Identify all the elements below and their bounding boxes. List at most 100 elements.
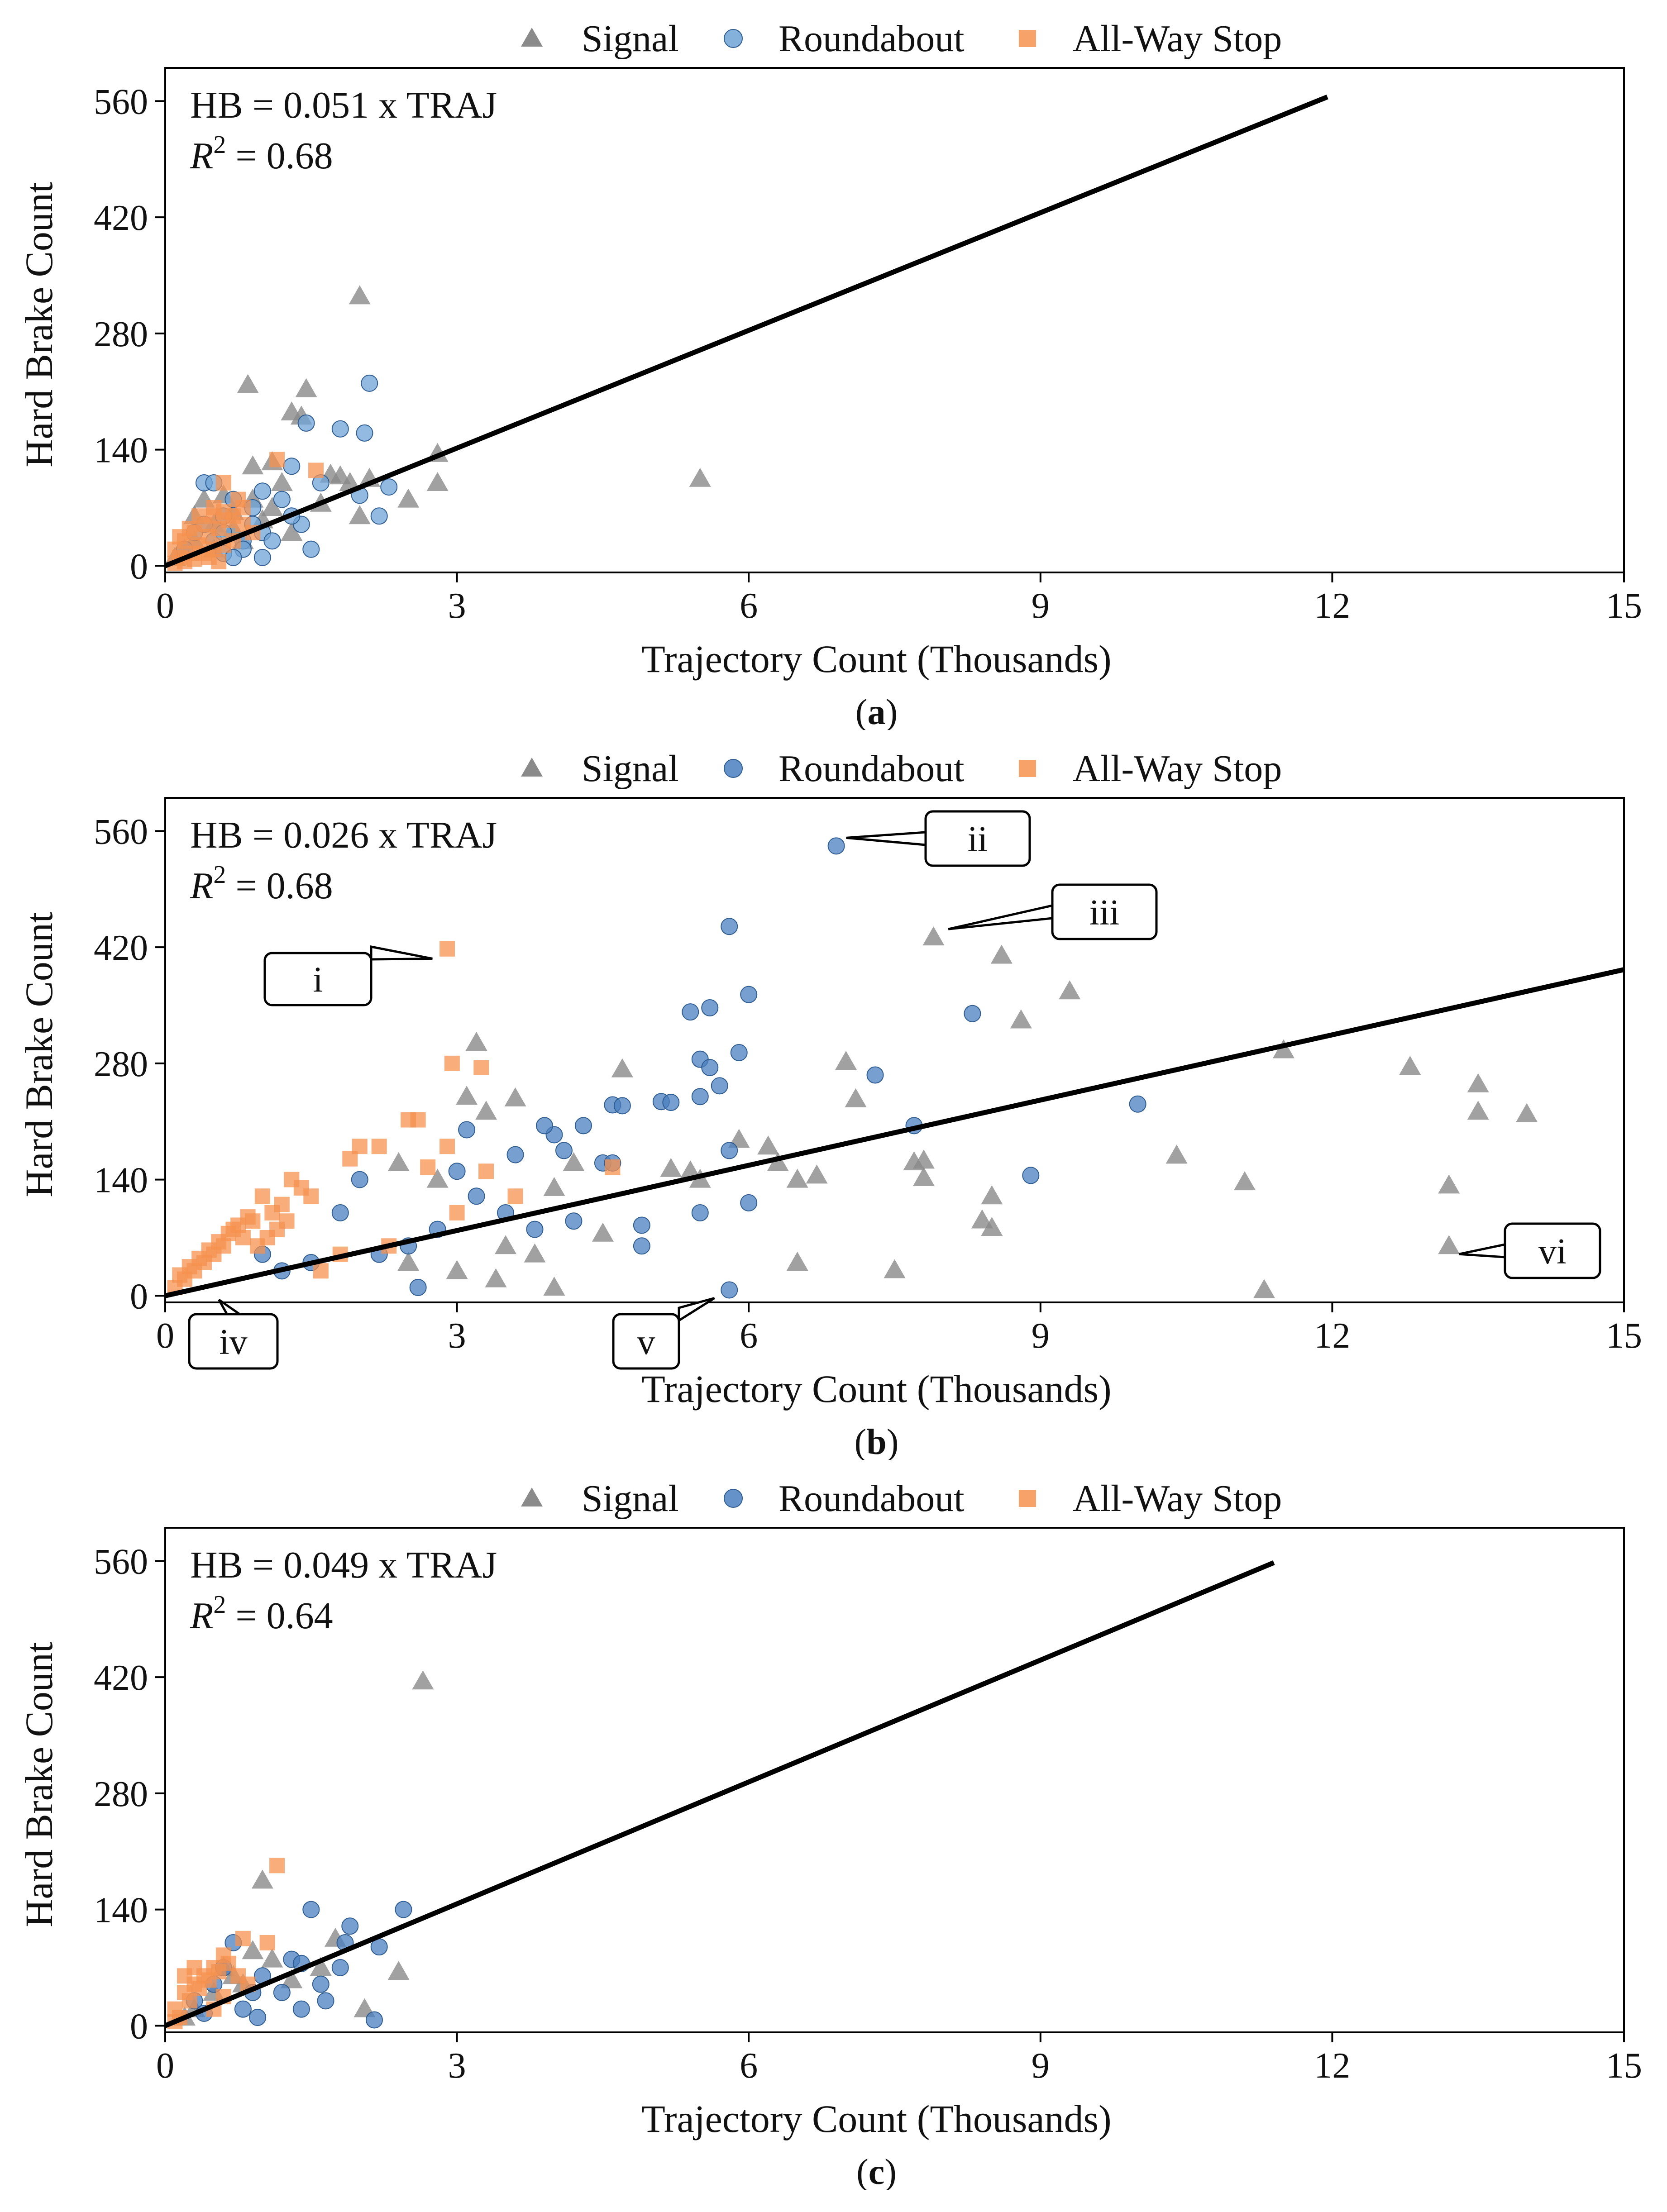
regression-line: [165, 967, 1624, 1298]
data-point-triangle: [786, 1251, 808, 1271]
data-point-circle: [365, 2011, 383, 2029]
legend-signal-label: Signal: [582, 1478, 679, 1520]
data-point-triangle: [237, 374, 259, 393]
data-point-triangle: [349, 505, 371, 524]
x-axis-label: Trajectory Count (Thousands): [641, 637, 1111, 681]
y-tick-label: 560: [94, 1542, 148, 1582]
x-tick-label: 3: [448, 1316, 466, 1356]
chart-svg-c: Signal Roundabout All-Way Stop 0 3 6 9 12 15 0 140…: [17, 1478, 1642, 2190]
data-point-circle: [662, 1094, 680, 1111]
data-point-triangle: [912, 1149, 935, 1169]
y-tick-label: 0: [130, 547, 148, 586]
y-tick-label: 560: [94, 82, 148, 122]
data-point-square: [371, 1139, 387, 1154]
legend-roundabout-label: Roundabout: [779, 1478, 965, 1520]
y-tick-label: 420: [94, 928, 148, 968]
data-point-circle: [1022, 1167, 1040, 1184]
data-point-triangle: [689, 467, 711, 487]
y-tick-label: 280: [94, 315, 148, 354]
x-tick-label: 0: [156, 586, 174, 626]
data-point-triangle: [1253, 1279, 1275, 1298]
data-point-circle: [721, 1142, 738, 1159]
regression-line: [165, 95, 1328, 568]
data-point-circle: [253, 548, 271, 566]
plot-frame: [164, 797, 1625, 1303]
legend-roundabout-label: Roundabout: [779, 748, 965, 790]
data-point-triangle: [912, 1167, 935, 1186]
data-point-circle: [1129, 1095, 1146, 1113]
panel-label: (c): [856, 2152, 897, 2190]
legend-allway-marker: [1019, 1490, 1036, 1507]
data-point-triangle: [397, 1251, 420, 1271]
legend-allway-label: All-Way Stop: [1073, 1478, 1282, 1520]
data-point-circle: [565, 1212, 583, 1230]
x-tick-label: 6: [740, 1316, 758, 1356]
x-tick-label: 0: [156, 1316, 174, 1356]
y-tick-label: 0: [130, 2007, 148, 2046]
data-point-triangle: [660, 1158, 682, 1177]
data-point-triangle: [261, 1948, 283, 1968]
data-point-triangle: [465, 1031, 487, 1051]
legend-signal-marker: [521, 1487, 543, 1506]
data-point-circle: [331, 420, 349, 438]
y-tick-label: 140: [94, 1161, 148, 1201]
annotation-v: v: [612, 1297, 715, 1370]
data-point-circle: [370, 507, 388, 525]
data-point-square: [269, 1858, 285, 1874]
x-tick-label: 9: [1032, 2046, 1050, 2086]
data-point-triangle: [242, 1940, 264, 1959]
data-point-circle: [721, 1281, 738, 1299]
data-point-circle: [448, 1163, 466, 1180]
annotation-i: i: [263, 945, 433, 1006]
y-tick-label: 140: [94, 1891, 148, 1931]
annotation-ii: ii: [846, 810, 1031, 867]
data-point-circle: [827, 837, 845, 855]
y-tick-label: 0: [130, 1277, 148, 1316]
data-point-circle: [331, 1959, 349, 1976]
data-point-circle: [866, 1066, 884, 1084]
data-point-circle: [361, 374, 378, 392]
annotation-iv: iv: [188, 1299, 279, 1370]
legend-allway-marker: [1019, 760, 1036, 777]
r-squared-label: R2 = 0.64: [190, 1591, 333, 1637]
data-point-circle: [526, 1220, 544, 1238]
data-point-triangle: [1438, 1174, 1460, 1194]
data-point-triangle: [563, 1152, 585, 1171]
equation-label: HB = 0.051 x TRAJ: [190, 84, 497, 126]
data-point-square: [284, 1172, 300, 1187]
data-point-triangle: [456, 1086, 478, 1105]
annotation-label: ii: [968, 820, 988, 859]
data-point-triangle: [485, 1268, 507, 1287]
data-point-circle: [380, 478, 398, 496]
data-point-circle: [506, 1146, 524, 1163]
data-point-square: [240, 1209, 256, 1225]
data-point-circle: [691, 1204, 709, 1221]
legend-allway-label: All-Way Stop: [1073, 748, 1282, 790]
data-point-triangle: [806, 1164, 828, 1184]
x-tick-label: 9: [1032, 1316, 1050, 1356]
data-point-circle: [682, 1003, 699, 1021]
data-point-circle: [234, 2000, 252, 2018]
data-point-circle: [535, 1117, 553, 1135]
chart-panel-b: Signal Roundabout All-Way Stop 0 3 6 9 12 15 0 140…: [0, 730, 1667, 1460]
data-point-circle: [273, 1983, 291, 2001]
annotation-label: v: [637, 1322, 655, 1362]
data-point-square: [215, 475, 231, 491]
y-tick-label: 280: [94, 1774, 148, 1814]
annotation-label: i: [313, 960, 323, 1000]
x-tick-label: 12: [1314, 2046, 1350, 2086]
data-point-circle: [574, 1117, 592, 1135]
legend-allway-label: All-Way Stop: [1073, 18, 1282, 60]
annotation-iii: iii: [948, 883, 1158, 940]
x-tick-label: 12: [1314, 1316, 1350, 1356]
y-tick-label: 420: [94, 198, 148, 238]
data-point-triangle: [242, 455, 264, 475]
regression-line: [165, 1560, 1275, 2028]
data-point-triangle: [397, 488, 420, 508]
data-point-circle: [964, 1005, 981, 1022]
data-point-square: [308, 462, 324, 478]
data-point-circle: [297, 414, 315, 432]
data-point-triangle: [524, 1243, 546, 1263]
data-point-circle: [263, 532, 281, 550]
legend-signal-marker: [521, 28, 543, 47]
